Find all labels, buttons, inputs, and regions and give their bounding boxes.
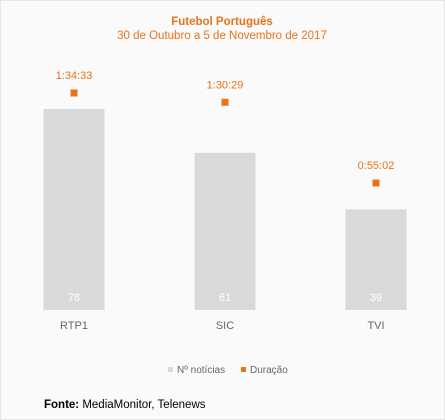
duration-label: 1:30:29 xyxy=(207,79,244,91)
duration-marker xyxy=(372,179,380,187)
source-text: MediaMonitor, Telenews xyxy=(79,399,206,411)
duration-marker xyxy=(221,98,229,106)
legend-swatch xyxy=(168,367,173,372)
chart-title: Futebol Português xyxy=(171,16,273,28)
category-label: RTP1 xyxy=(60,320,88,332)
bar-sic xyxy=(194,152,256,310)
plot-area: 78 RTP1 1:34:33 61 SIC 1:30:29 39 TVI 0:55:02 xyxy=(43,70,407,332)
bar-value-label: 61 xyxy=(219,292,231,304)
legend-swatch xyxy=(241,367,246,372)
duration-label: 1:34:33 xyxy=(56,70,93,82)
bar-rtp1 xyxy=(43,109,105,310)
source-label: Fonte: xyxy=(44,399,80,411)
bar-value-label: 78 xyxy=(68,292,80,304)
category-label: SIC xyxy=(216,320,234,332)
duration-marker xyxy=(70,89,78,97)
legend-item-noticias: Nº notícias xyxy=(177,365,225,376)
bar-tvi xyxy=(345,209,407,310)
legend: Nº notícias Duração xyxy=(168,365,288,376)
category-label: TVI xyxy=(367,320,384,332)
chart-subtitle: 30 de Outubro a 5 de Novembro de 2017 xyxy=(117,30,327,42)
source-note: Fonte: MediaMonitor, Telenews xyxy=(44,399,206,411)
duration-label: 0:55:02 xyxy=(358,160,395,172)
legend-item-duracao: Duração xyxy=(250,365,288,376)
bar-value-label: 39 xyxy=(370,292,382,304)
